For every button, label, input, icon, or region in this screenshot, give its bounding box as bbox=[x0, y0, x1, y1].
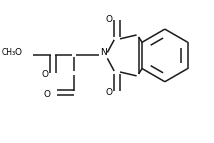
Text: N: N bbox=[100, 48, 107, 57]
Text: O: O bbox=[43, 90, 51, 99]
Text: O: O bbox=[106, 15, 113, 24]
Text: O: O bbox=[42, 70, 49, 79]
Text: CH₃: CH₃ bbox=[2, 48, 16, 57]
Text: O: O bbox=[14, 48, 21, 57]
Text: O: O bbox=[106, 88, 113, 97]
